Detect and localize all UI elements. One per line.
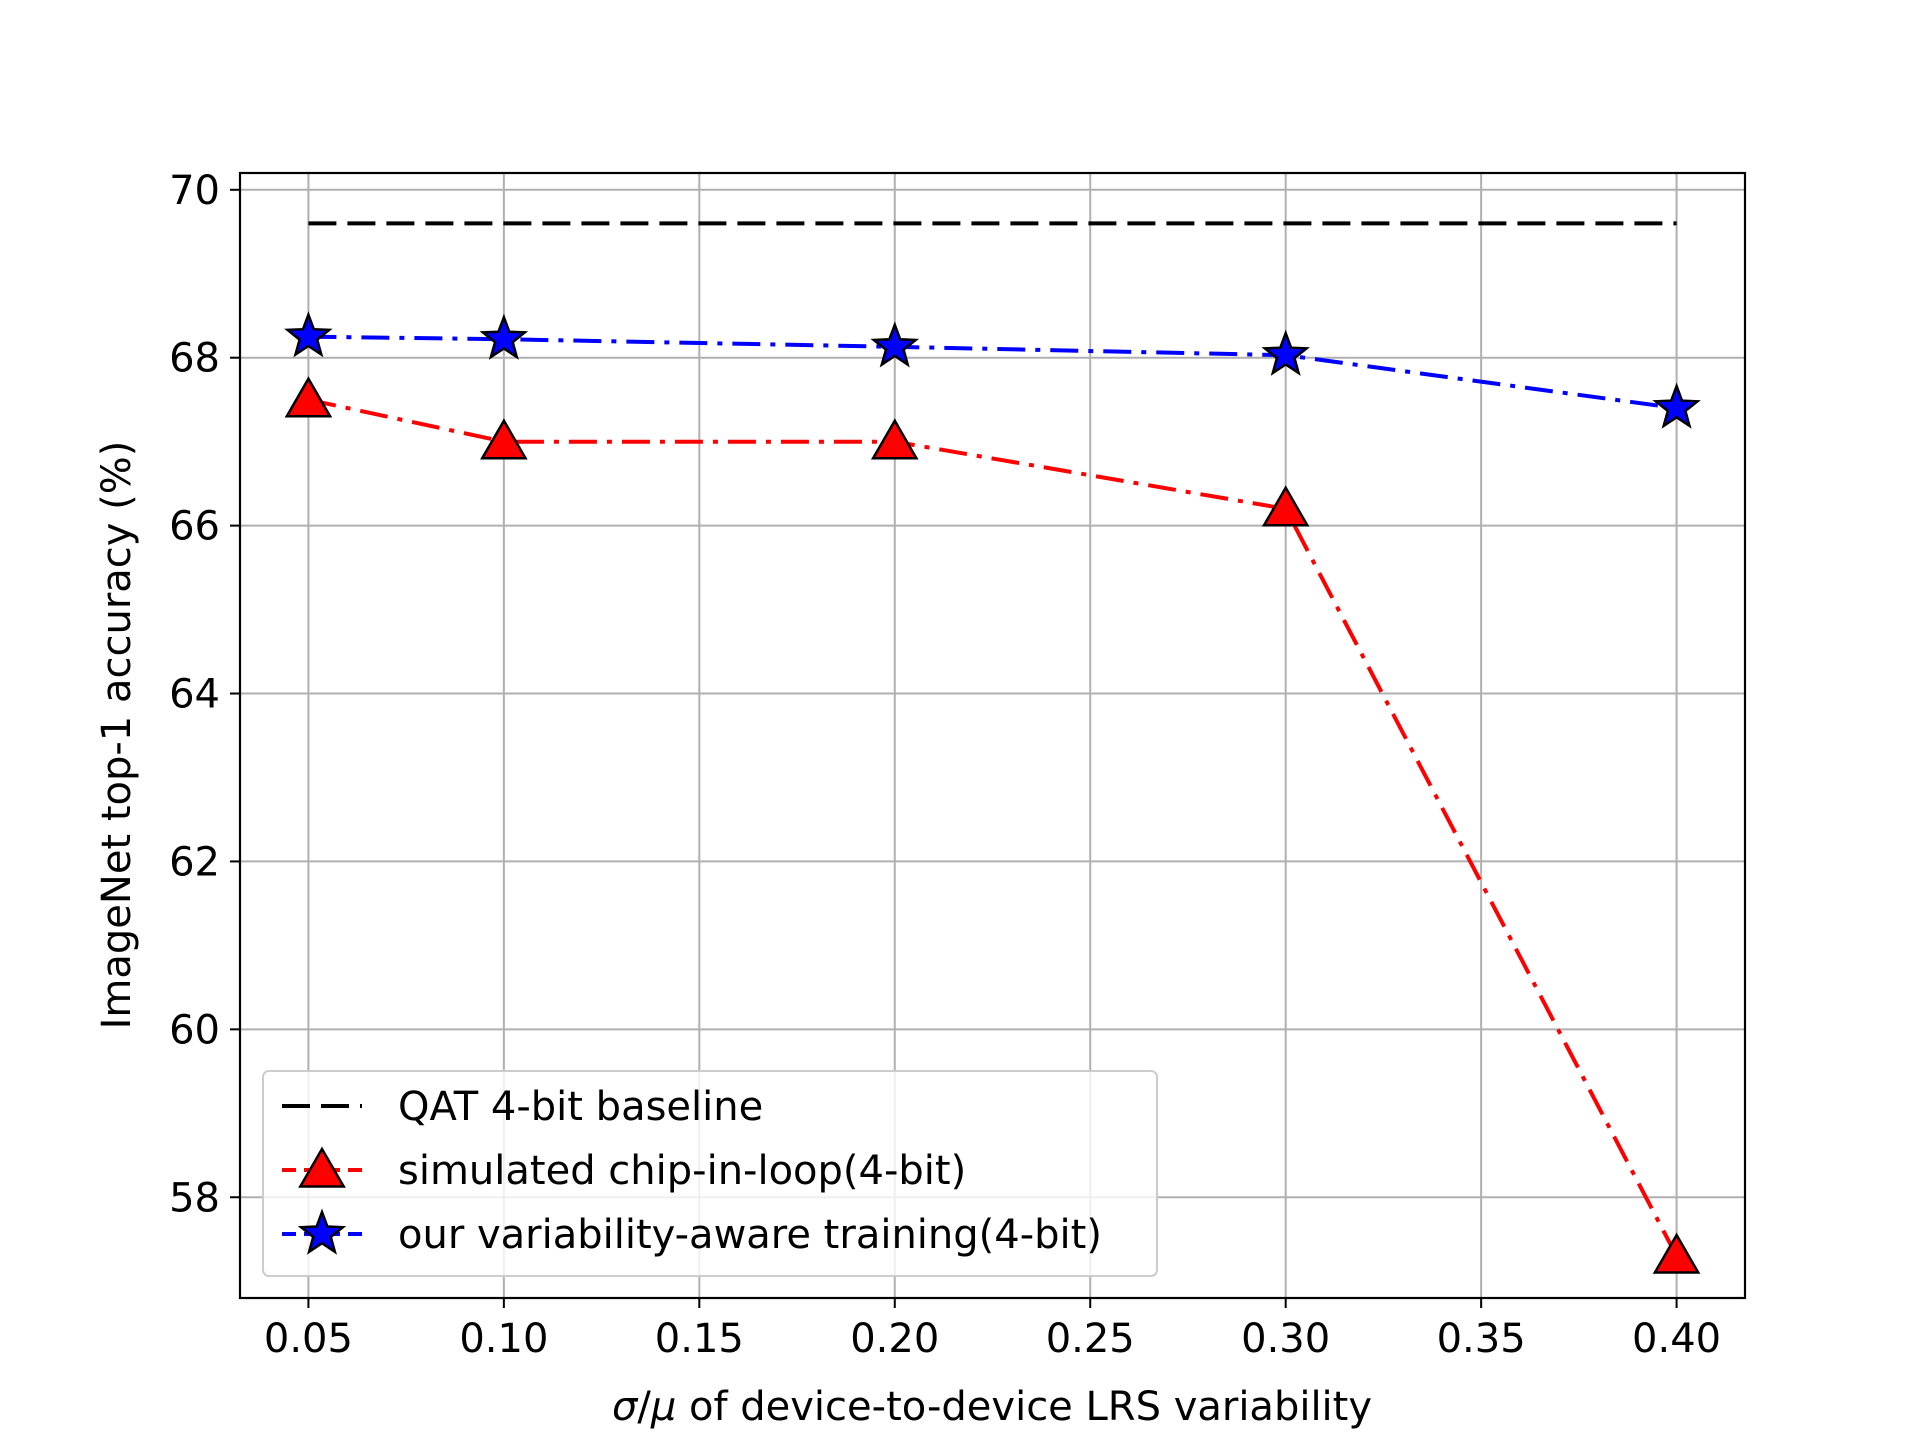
- legend-label: our variability-aware training(4-bit): [398, 1212, 1102, 1258]
- x-tick-label: 0.05: [264, 1316, 353, 1362]
- x-tick-label: 0.30: [1241, 1316, 1330, 1362]
- x-axis-label-slash: /: [637, 1384, 651, 1430]
- axis-ticks: 0.05 0.10 0.15 0.20 0.25 0.30 0.35 0.40 58 60 62 64…: [169, 168, 1721, 1362]
- y-axis-label: ImageNet top-1 accuracy (%): [94, 441, 140, 1030]
- data-point: [284, 376, 333, 418]
- y-tick-label: 64: [169, 672, 220, 718]
- data-point: [1652, 1232, 1701, 1274]
- legend-marker: [297, 1208, 347, 1255]
- legend-marker: [298, 1146, 346, 1188]
- y-tick-label: 66: [169, 504, 220, 550]
- data-point: [870, 418, 919, 460]
- series-2: [284, 376, 1701, 1274]
- x-axis-label-text: of device-to-device LRS variability: [676, 1384, 1372, 1430]
- data-point: [479, 313, 529, 360]
- plot-area: [284, 221, 1701, 1274]
- x-tick-label: 0.25: [1046, 1316, 1135, 1362]
- x-tick-label: 0.40: [1632, 1316, 1721, 1362]
- axes-frame: [238, 171, 1747, 1300]
- x-axis-label: σ/μ of device-to-device LRS variability: [612, 1384, 1372, 1430]
- legend-item-2: simulated chip-in-loop(4-bit): [282, 1146, 966, 1194]
- data-point: [1261, 485, 1310, 527]
- x-axis-label-sigma: σ: [612, 1384, 639, 1430]
- data-point: [870, 321, 920, 368]
- x-tick-label: 0.20: [850, 1316, 939, 1362]
- data-point: [1652, 382, 1701, 429]
- legend-item-3: our variability-aware training(4-bit): [282, 1208, 1102, 1258]
- x-axis-label-mu: μ: [650, 1384, 676, 1430]
- legend-label: simulated chip-in-loop(4-bit): [398, 1148, 966, 1194]
- legend: QAT 4-bit baseline simulated chip-in-loop…: [262, 1070, 1158, 1277]
- legend-item-1: QAT 4-bit baseline: [282, 1084, 763, 1130]
- data-point: [1261, 329, 1310, 376]
- legend-label: QAT 4-bit baseline: [398, 1084, 763, 1130]
- data-point: [480, 418, 528, 460]
- y-tick-label: 68: [169, 336, 220, 382]
- x-tick-label: 0.15: [655, 1316, 744, 1362]
- y-tick-label: 62: [169, 839, 220, 885]
- y-tick-label: 60: [169, 1007, 220, 1053]
- x-tick-label: 0.35: [1437, 1316, 1526, 1362]
- x-tick-label: 0.10: [459, 1316, 548, 1362]
- y-tick-label: 58: [169, 1175, 220, 1221]
- series-3: [284, 311, 1701, 429]
- y-tick-label: 70: [169, 168, 220, 214]
- data-point: [284, 311, 333, 358]
- legend-box: [262, 1070, 1158, 1277]
